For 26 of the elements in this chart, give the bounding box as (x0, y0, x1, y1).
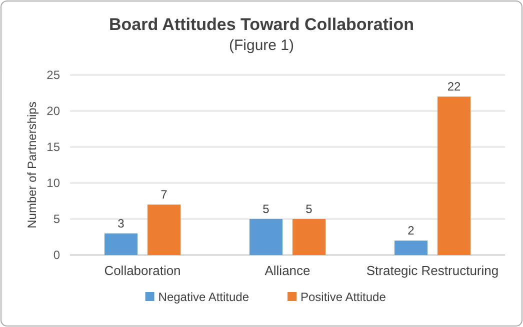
data-label: 3 (118, 216, 125, 230)
x-tick-label: Strategic Restructuring (366, 263, 499, 278)
data-label: 22 (447, 80, 461, 94)
legend-label: Positive Attitude (300, 290, 386, 304)
bar (250, 219, 282, 255)
data-label: 5 (306, 202, 313, 216)
y-tick-label: 15 (46, 140, 60, 154)
chart-subtitle: (Figure 1) (228, 37, 294, 54)
y-tick-label: 25 (46, 68, 60, 82)
bar (438, 96, 470, 255)
y-tick-label: 5 (53, 212, 60, 226)
bar (394, 240, 428, 255)
data-label: 2 (408, 224, 415, 238)
x-tick-label: Alliance (264, 263, 310, 278)
data-label: 7 (160, 188, 168, 202)
bar (104, 233, 138, 255)
data-label: 5 (262, 202, 270, 216)
chart-title: Board Attitudes Toward Collaboration (108, 15, 414, 34)
bar (292, 219, 326, 255)
bar (148, 204, 180, 255)
x-tick-label: Collaboration (104, 263, 181, 278)
y-tick-label: 10 (46, 176, 60, 190)
legend-label: Negative Attitude (158, 290, 250, 304)
y-tick-label: 0 (53, 248, 60, 262)
y-tick-label: 20 (46, 104, 60, 118)
y-axis-title: Number of Partnerships (25, 102, 39, 228)
